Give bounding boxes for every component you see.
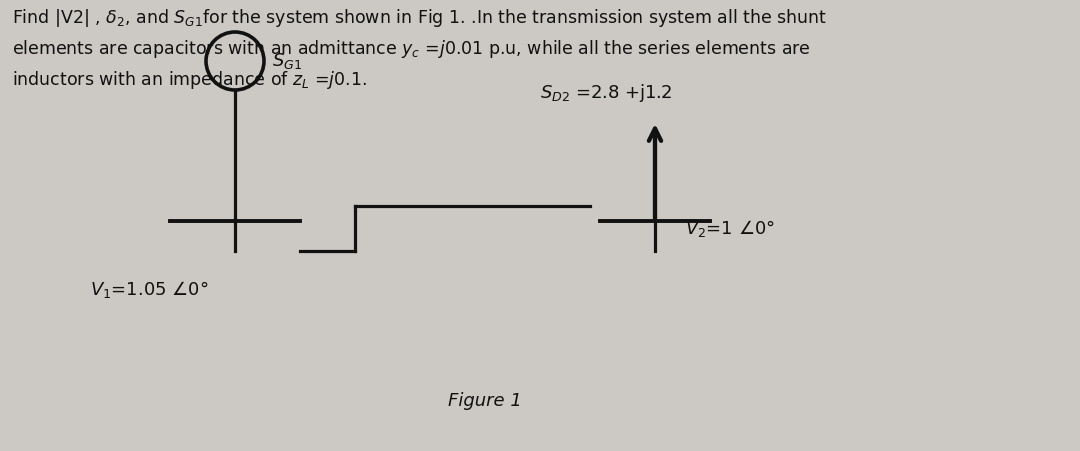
Text: Find |V2| , $\delta_2$, and $S_{G1}$for the system shown in Fig 1. .In the trans: Find |V2| , $\delta_2$, and $S_{G1}$for … — [12, 7, 827, 91]
Text: Figure 1: Figure 1 — [448, 392, 522, 410]
Text: $S_{G1}$: $S_{G1}$ — [272, 51, 302, 71]
Text: $V_2$=1 $\angle$0°: $V_2$=1 $\angle$0° — [685, 218, 775, 239]
Text: $V_1$=1.05 $\angle$0°: $V_1$=1.05 $\angle$0° — [90, 279, 208, 299]
Text: $S_{D2}$ =2.8 +j1.2: $S_{D2}$ =2.8 +j1.2 — [540, 82, 673, 104]
